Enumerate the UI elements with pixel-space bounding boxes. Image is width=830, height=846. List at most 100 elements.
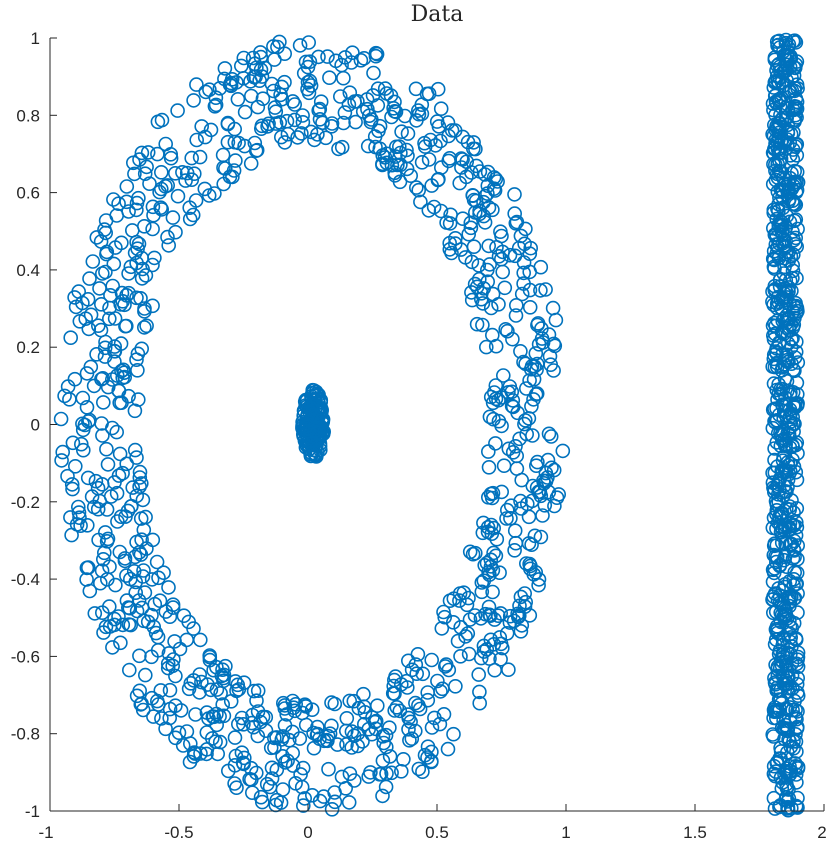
data-point — [134, 696, 149, 712]
data-point — [533, 529, 549, 545]
data-point — [379, 86, 395, 101]
data-point — [513, 493, 528, 509]
data-point — [485, 395, 501, 411]
data-point — [767, 801, 783, 816]
data-point — [788, 464, 804, 480]
data-point — [513, 589, 529, 605]
data-point — [768, 657, 783, 673]
data-point — [189, 77, 204, 92]
data-point — [342, 693, 358, 709]
data-point — [469, 316, 485, 332]
data-point — [765, 562, 781, 578]
data-point — [192, 685, 207, 700]
data-point — [304, 445, 319, 461]
data-point — [784, 70, 799, 85]
data-point — [783, 405, 799, 421]
data-point — [768, 710, 784, 726]
data-point — [258, 709, 274, 725]
data-point — [433, 203, 449, 219]
data-point — [775, 453, 791, 469]
data-point — [472, 695, 488, 711]
data-point — [298, 54, 314, 70]
data-point — [302, 430, 318, 446]
data-point — [150, 693, 165, 709]
data-point — [484, 526, 500, 542]
data-point — [341, 97, 357, 112]
data-point — [107, 339, 122, 354]
data-point — [187, 166, 202, 181]
data-point — [215, 147, 231, 163]
data-point — [386, 678, 402, 694]
y-tick-label: 0.8 — [16, 106, 40, 125]
data-point — [181, 681, 197, 697]
data-point — [493, 651, 508, 667]
data-point — [131, 190, 146, 206]
data-point — [68, 299, 84, 315]
data-point — [172, 641, 188, 657]
data-point — [154, 711, 169, 726]
data-point — [129, 290, 144, 306]
data-point — [786, 60, 802, 75]
data-point — [517, 236, 532, 252]
data-point — [777, 281, 793, 297]
data-point — [134, 145, 150, 161]
data-point — [253, 714, 268, 730]
data-point — [537, 497, 553, 513]
data-point — [510, 606, 525, 622]
data-point — [212, 734, 228, 750]
data-point — [113, 509, 129, 525]
data-point — [127, 245, 143, 261]
data-point — [353, 52, 369, 68]
data-point — [453, 648, 468, 664]
data-point — [403, 714, 418, 730]
y-tick-label: 0.2 — [16, 338, 40, 357]
data-point — [153, 683, 169, 698]
data-point — [544, 460, 559, 476]
data-point — [519, 426, 535, 442]
data-point — [770, 476, 786, 492]
data-point — [789, 472, 805, 488]
data-point — [105, 278, 120, 294]
data-point — [779, 290, 795, 305]
data-point — [432, 716, 448, 732]
data-point — [401, 721, 416, 737]
data-point — [216, 176, 231, 192]
data-point — [462, 612, 478, 627]
data-point — [115, 465, 130, 481]
data-point — [72, 313, 88, 329]
data-point — [253, 45, 268, 60]
data-point — [96, 625, 111, 640]
data-point — [788, 185, 804, 200]
data-point — [150, 642, 166, 658]
data-point — [541, 484, 557, 500]
data-point — [294, 126, 309, 141]
data-point — [280, 753, 295, 769]
data-point — [98, 213, 114, 228]
data-point — [781, 311, 797, 327]
data-point — [235, 755, 251, 771]
data-point — [491, 248, 507, 264]
data-point — [231, 682, 247, 697]
data-point — [528, 387, 544, 402]
data-point — [448, 231, 463, 246]
data-point — [535, 508, 550, 523]
data-point — [192, 149, 208, 165]
data-point — [464, 254, 480, 270]
data-point — [768, 172, 784, 188]
data-point — [789, 148, 805, 163]
data-point — [531, 572, 547, 587]
data-point — [98, 264, 113, 280]
data-point — [236, 716, 251, 732]
data-point — [54, 453, 69, 468]
data-point — [426, 199, 442, 215]
data-point — [106, 256, 122, 272]
data-point — [303, 401, 319, 416]
data-point — [145, 221, 160, 237]
data-point — [765, 592, 780, 607]
data-point — [327, 785, 342, 800]
data-point — [529, 356, 545, 372]
data-point — [430, 81, 446, 97]
data-point — [771, 581, 786, 596]
data-point — [111, 468, 127, 483]
data-point — [522, 282, 538, 298]
